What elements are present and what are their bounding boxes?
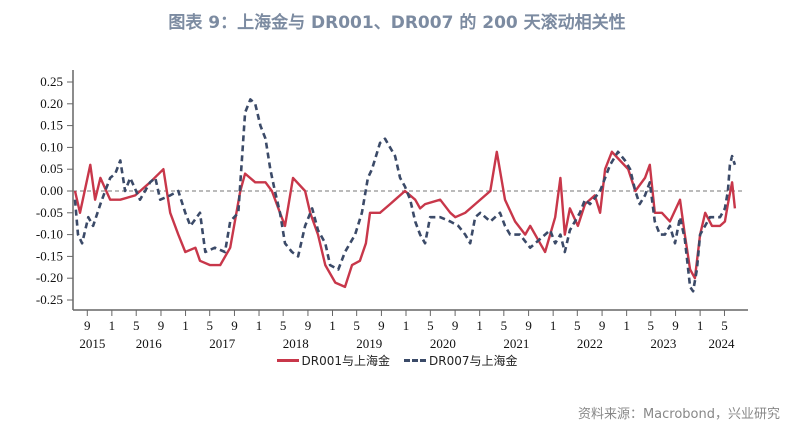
axes: 0.25 0.20 0.15 0.10 0.05 0.00 -0.05 -0.10 -0.15 -… [36,70,748,350]
y-tick-label: 0.20 [40,96,63,111]
legend-swatch-solid [276,359,299,362]
x-year-label: 2023 [650,336,676,350]
x-tick-label: 5 [280,318,287,333]
legend-label: DR007与上海金 [429,354,518,368]
x-tick-label: 1 [550,318,557,333]
x-tick-label: 1 [182,318,189,333]
x-tick-label: 9 [305,318,312,333]
x-tick-label: 9 [672,318,679,333]
x-tick-label: 5 [648,318,655,333]
y-tick-label: 0.25 [40,74,63,89]
series-lines [73,98,737,293]
x-year-label: 2024 [709,336,736,350]
x-tick-label: 5 [501,318,508,333]
y-tick-label: -0.20 [36,270,63,285]
x-tick-label: 9 [231,318,238,333]
x-year-label: 2018 [283,336,309,350]
x-tick-label: 1 [623,318,630,333]
x-tick-label: 1 [697,318,704,333]
legend-item-dr007: DR007与上海金 [404,352,517,369]
legend-label: DR001与上海金 [301,354,390,368]
source-note: 资料来源：Macrobond，兴业研究 [577,407,780,422]
x-year-label: 2021 [503,336,529,350]
x-tick-label: 9 [158,318,165,333]
x-tick-label: 9 [452,318,459,333]
x-year-label: 2017 [209,336,236,350]
legend-item-dr001: DR001与上海金 [276,352,390,369]
series-line-dr001 [73,150,737,289]
y-tick-label: 0.05 [40,161,63,176]
x-tick-label: 5 [353,318,360,333]
legend: DR001与上海金 DR007与上海金 [0,352,794,369]
x-tick-label: 5 [721,318,728,333]
x-tick-label: 1 [329,318,336,333]
y-tick-label: -0.05 [36,205,63,220]
line-chart: 0.25 0.20 0.15 0.10 0.05 0.00 -0.05 -0.10 -0.15 -… [36,70,748,350]
y-tick-label: 0.10 [40,139,63,154]
series-line-dr007 [73,98,737,293]
x-tick-label: 1 [109,318,116,333]
x-tick-label: 5 [574,318,581,333]
y-tick-label: -0.15 [36,248,63,263]
x-tick-label: 1 [476,318,483,333]
x-tick-label: 5 [427,318,434,333]
x-year-label: 2016 [136,336,163,350]
y-tick-label: 0.00 [40,183,63,198]
x-tick-label: 9 [378,318,385,333]
x-year-label: 2019 [356,336,382,350]
y-tick-label: -0.10 [36,227,63,242]
x-tick-label: 5 [133,318,140,333]
x-year-label: 2020 [430,336,456,350]
x-tick-label: 5 [206,318,213,333]
y-tick-label: 0.15 [40,118,63,133]
y-tick-label: -0.25 [36,292,63,307]
x-tick-label: 9 [84,318,91,333]
legend-swatch-dashed [404,359,426,362]
x-tick-label: 9 [525,318,532,333]
x-tick-label: 1 [403,318,410,333]
chart-title: 图表 9：上海金与 DR001、DR007 的 200 天滚动相关性 [168,13,626,33]
x-tick-label: 9 [599,318,606,333]
x-year-label: 2015 [79,336,105,350]
x-year-label: 2022 [577,336,603,350]
x-tick-label: 1 [256,318,263,333]
